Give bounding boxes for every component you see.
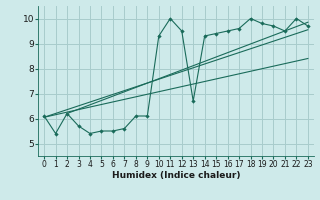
X-axis label: Humidex (Indice chaleur): Humidex (Indice chaleur) [112, 171, 240, 180]
